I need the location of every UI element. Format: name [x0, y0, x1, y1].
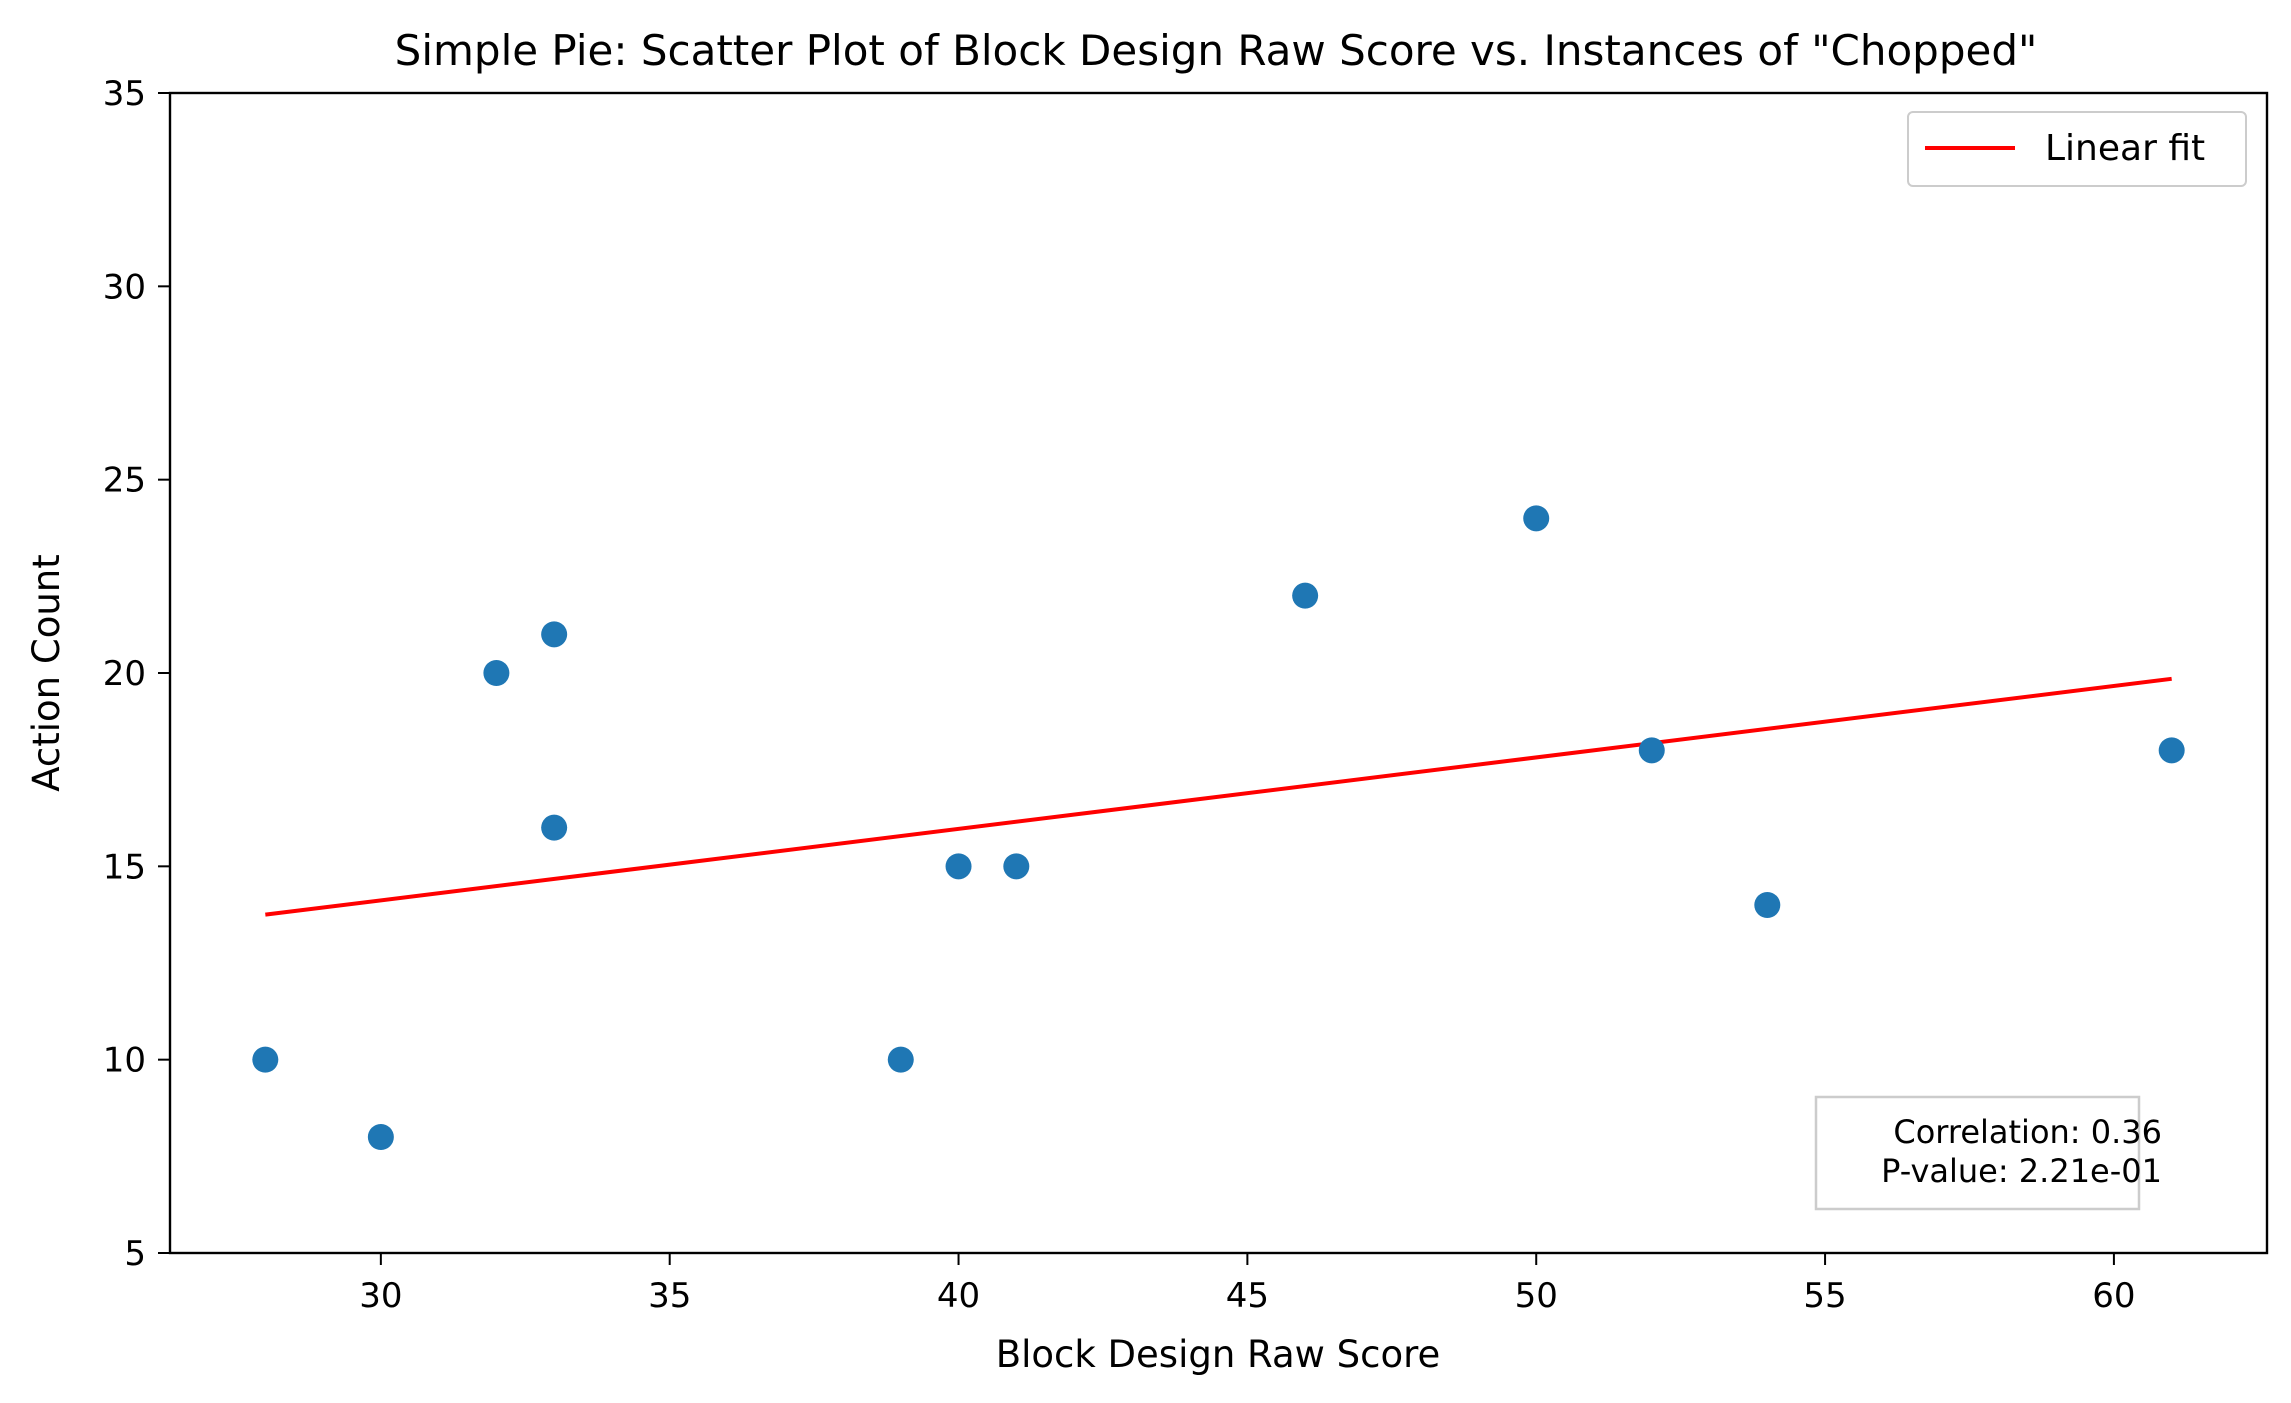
data-point: [2158, 737, 2185, 764]
data-point: [252, 1046, 279, 1073]
x-tick-label: 55: [1803, 1276, 1846, 1316]
x-tick-label: 45: [1226, 1276, 1269, 1316]
linear-fit-line: [265, 676, 2172, 917]
y-tick-label: 10: [103, 1041, 146, 1081]
y-tick-label: 20: [103, 654, 146, 694]
data-points: [252, 505, 2185, 1150]
legend-label-linear-fit: Linear fit: [2045, 128, 2205, 169]
data-point: [1754, 892, 1781, 918]
p-value-text: P-value: 2.21e-01: [1881, 1152, 2162, 1190]
legend: Linear fit: [1907, 111, 2247, 187]
x-tick-label: 30: [359, 1276, 402, 1316]
x-tick-label: 60: [2092, 1276, 2135, 1316]
x-axis: 30 35 40 45 50 55 60: [359, 1253, 2136, 1316]
y-tick-label: 35: [103, 74, 146, 114]
plot-frame: [168, 91, 2269, 1255]
correlation-text: Correlation: 0.36: [1893, 1113, 2162, 1151]
data-point: [541, 814, 568, 841]
data-point: [367, 1124, 394, 1150]
data-point: [1638, 737, 1665, 764]
x-tick-label: 40: [937, 1276, 980, 1316]
y-tick-label: 5: [124, 1234, 146, 1274]
data-point: [483, 660, 510, 686]
data-point: [1003, 853, 1030, 880]
data-point: [945, 853, 972, 880]
y-axis: 5 10 15 20 25 30 35: [103, 74, 170, 1274]
statistics-box-frame: [1814, 1095, 2141, 1211]
y-axis-label: Action Count: [25, 554, 68, 792]
x-tick-label: 35: [648, 1276, 691, 1316]
data-point: [1523, 505, 1550, 532]
chart-title: Simple Pie: Scatter Plot of Block Design…: [395, 26, 2038, 75]
y-tick-label: 15: [103, 847, 146, 887]
data-point: [541, 621, 568, 648]
y-tick-label: 25: [103, 461, 146, 501]
x-axis-label: Block Design Raw Score: [996, 1333, 1441, 1376]
y-tick-label: 30: [103, 267, 146, 307]
data-point: [1292, 582, 1319, 609]
legend-box: [1907, 111, 2247, 187]
statistics-box: Correlation: 0.36 P-value: 2.21e-01: [1814, 1095, 2162, 1211]
data-point: [887, 1046, 914, 1073]
plot-area: 30 35 40 45 50 55 60 5 10 15 20 25 30 35: [103, 74, 2269, 1316]
x-tick-label: 50: [1515, 1276, 1558, 1316]
